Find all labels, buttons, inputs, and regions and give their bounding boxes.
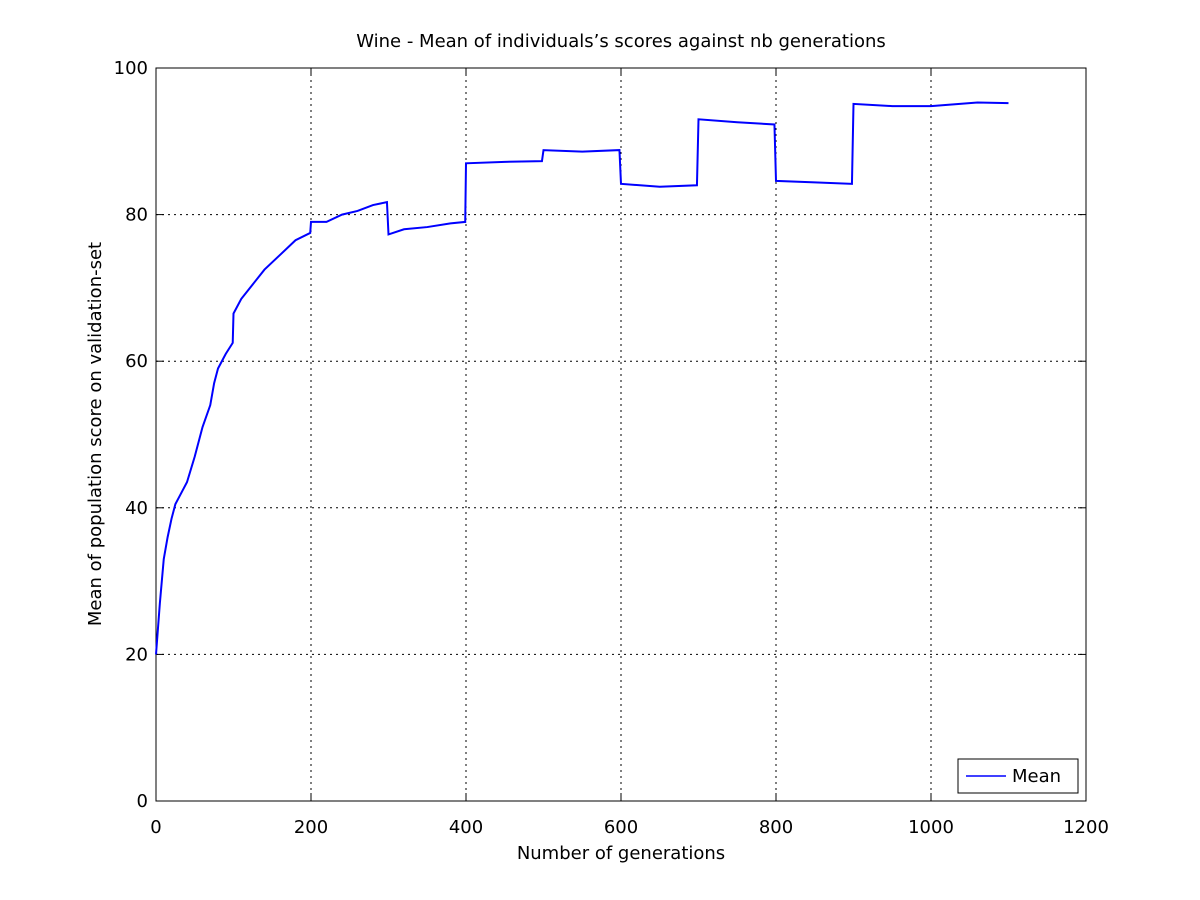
x-tick-label: 800 (759, 817, 793, 838)
data-line (155, 101, 1009, 655)
x-tick-label: 0 (150, 817, 161, 838)
y-tick-label: 40 (125, 498, 148, 519)
y-tick-label: 100 (114, 58, 148, 79)
y-tick-label: 80 (125, 205, 148, 226)
y-tick-label: 60 (125, 351, 148, 372)
x-tick-label: 400 (449, 817, 483, 838)
x-tick-label: 1000 (908, 817, 954, 838)
x-tick-label: 1200 (1063, 817, 1109, 838)
x-axis-label: Number of generations (517, 843, 725, 864)
chart-title: Wine - Mean of individuals’s scores agai… (356, 31, 886, 52)
x-tick-label: 600 (604, 817, 638, 838)
plot-frame (155, 67, 1087, 802)
x-tick-label: 200 (294, 817, 328, 838)
y-tick-label: 0 (137, 791, 148, 812)
legend-label: Mean (1012, 766, 1061, 787)
y-tick-label: 20 (125, 644, 148, 665)
y-axis-label: Mean of population score on validation-s… (85, 242, 106, 626)
